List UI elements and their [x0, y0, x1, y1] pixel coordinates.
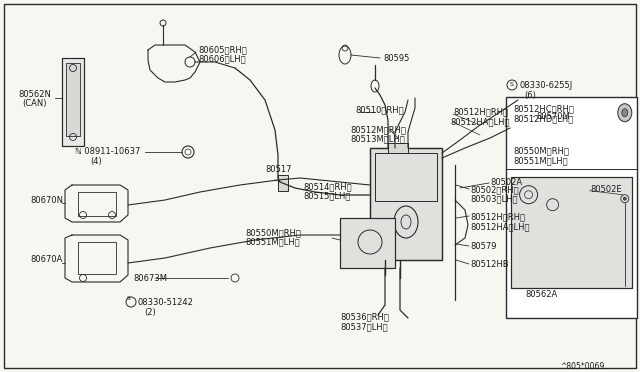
Text: (2): (2)	[144, 308, 156, 317]
Bar	[340, 218, 395, 268]
Ellipse shape	[623, 197, 627, 200]
Bar	[511, 177, 632, 288]
Text: 80513M〈LH〉: 80513M〈LH〉	[350, 134, 404, 143]
Text: 80673M: 80673M	[133, 274, 167, 283]
Ellipse shape	[622, 109, 628, 117]
Text: 80515〈LH〉: 80515〈LH〉	[303, 191, 350, 200]
Bar	[66, 63, 80, 136]
Bar	[370, 148, 442, 260]
Text: 80550M〈RH〉: 80550M〈RH〉	[514, 147, 570, 156]
Text: 80517: 80517	[265, 165, 291, 174]
Bar	[62, 58, 84, 146]
Text: 80537〈LH〉: 80537〈LH〉	[340, 322, 388, 331]
Text: 80579: 80579	[470, 242, 497, 251]
Bar	[370, 148, 442, 260]
Bar	[388, 143, 408, 153]
Text: 80562N: 80562N	[18, 90, 51, 99]
Text: 80550M〈RH〉: 80550M〈RH〉	[245, 228, 301, 237]
Bar	[78, 192, 116, 216]
Text: 80670N: 80670N	[30, 196, 63, 205]
Bar	[506, 97, 637, 318]
Text: S: S	[127, 296, 131, 301]
Text: 80551M〈LH〉: 80551M〈LH〉	[514, 157, 568, 166]
Text: 80503〈LH〉: 80503〈LH〉	[470, 194, 518, 203]
Ellipse shape	[618, 104, 632, 122]
Text: 80510〈RH〉: 80510〈RH〉	[355, 105, 404, 114]
Text: 80512H〈RH〉: 80512H〈RH〉	[470, 212, 525, 221]
Text: 80512M〈RH〉: 80512M〈RH〉	[350, 125, 406, 134]
Text: 80570M: 80570M	[536, 112, 570, 121]
Text: 80512HA〈LH〉: 80512HA〈LH〉	[450, 117, 509, 126]
Text: 80512HC〈RH〉: 80512HC〈RH〉	[514, 105, 575, 114]
Text: 08330-6255J: 08330-6255J	[519, 81, 572, 90]
Bar	[508, 100, 533, 132]
Bar	[340, 218, 395, 268]
Text: 80551M〈LH〉: 80551M〈LH〉	[245, 237, 300, 246]
Text: 80562A: 80562A	[525, 290, 558, 299]
Text: 80670A: 80670A	[30, 255, 62, 264]
Bar	[278, 175, 288, 191]
Bar	[62, 58, 84, 146]
Text: ℕ 08911-10637: ℕ 08911-10637	[75, 147, 140, 156]
Text: 80502〈RH〉: 80502〈RH〉	[470, 185, 518, 194]
Text: 80502A: 80502A	[490, 178, 522, 187]
Bar	[511, 177, 632, 288]
Text: 80606〈LH〉: 80606〈LH〉	[198, 54, 246, 63]
Text: (6): (6)	[524, 91, 536, 100]
Text: 80595: 80595	[383, 54, 410, 63]
Bar	[508, 100, 533, 132]
Text: 80512HA〈LH〉: 80512HA〈LH〉	[470, 222, 529, 231]
Text: 80512H〈RH〉: 80512H〈RH〉	[453, 107, 508, 116]
Bar	[375, 153, 437, 201]
Text: ^805*0069: ^805*0069	[560, 362, 604, 371]
Text: (4): (4)	[90, 157, 102, 166]
Text: 80605〈RH〉: 80605〈RH〉	[198, 45, 247, 54]
Text: S: S	[510, 83, 514, 87]
Text: 80512HD〈LH〉: 80512HD〈LH〉	[514, 115, 574, 124]
Text: 80502E: 80502E	[591, 185, 622, 194]
Text: 80514〈RH〉: 80514〈RH〉	[303, 182, 351, 191]
Text: (CAN): (CAN)	[22, 99, 47, 108]
Text: 80536〈RH〉: 80536〈RH〉	[340, 312, 389, 321]
Text: 08330-51242: 08330-51242	[138, 298, 194, 307]
Bar	[78, 242, 116, 274]
Text: 80512HB: 80512HB	[470, 260, 509, 269]
